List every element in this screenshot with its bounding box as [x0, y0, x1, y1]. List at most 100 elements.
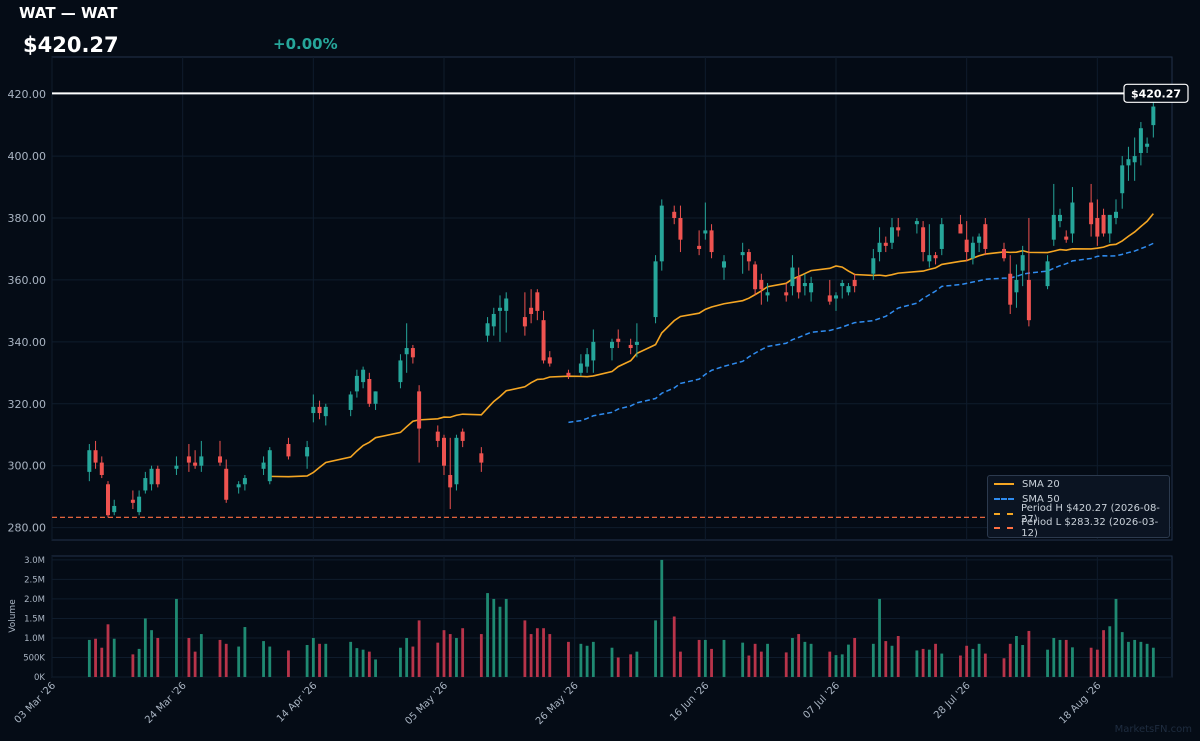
date-tick-label: 14 Apr '26 [275, 680, 319, 724]
volume-bar [591, 641, 595, 677]
volume-bar [448, 634, 452, 677]
candle-body [348, 394, 353, 410]
volume-bar [797, 634, 801, 677]
candle [1120, 156, 1125, 209]
candle-body [740, 252, 745, 256]
candle-body [149, 468, 154, 485]
candle-body [186, 456, 191, 463]
volume-bar [1102, 630, 1105, 677]
candle-body [535, 292, 540, 311]
candle-body [1107, 214, 1112, 234]
volume-bar [635, 651, 639, 677]
candle-body [697, 245, 702, 249]
candle [323, 403, 328, 426]
candle [914, 218, 919, 234]
volume-bar [840, 654, 844, 677]
volume-bar [137, 648, 141, 677]
price-tick-label: 280.00 [8, 522, 47, 535]
candle [672, 205, 677, 225]
candle-body [137, 496, 142, 513]
volume-bar [965, 645, 969, 677]
volume-bar [1120, 632, 1124, 677]
volume-bar [461, 628, 465, 677]
candle [1070, 187, 1075, 243]
candle-body [1145, 143, 1150, 147]
volume-bar [890, 645, 894, 677]
candle [348, 391, 353, 417]
legend-label: Period L $283.32 (2026-03-12) [1021, 517, 1159, 539]
candle-body [914, 221, 919, 225]
candle-body [852, 279, 857, 287]
legend-item-period-low: Period L $283.32 (2026-03-12) [994, 517, 1169, 539]
candle-body [1008, 273, 1013, 305]
volume-bar [405, 637, 409, 677]
candle-body [174, 465, 179, 469]
candle-body [790, 267, 795, 287]
watermark: MarketsFN.com [1114, 724, 1192, 735]
candle-body [529, 307, 534, 314]
volume-bar [442, 630, 446, 677]
volume-bar [803, 641, 807, 677]
candle [404, 323, 409, 373]
candle [286, 437, 291, 460]
candle-body [659, 205, 664, 262]
candle-body [634, 341, 639, 345]
volume-bar [504, 598, 508, 677]
candle [1089, 183, 1094, 237]
candle [1132, 137, 1137, 181]
legend-label: SMA 50 [1022, 493, 1060, 505]
volume-tick-label: 1.0M [24, 634, 45, 644]
candle [442, 434, 446, 475]
volume-bar [237, 646, 241, 677]
candle [410, 344, 415, 364]
candle [130, 490, 135, 510]
candle [137, 490, 142, 516]
volume-bar [411, 646, 415, 677]
volume-bar [305, 644, 309, 677]
candle [977, 233, 982, 253]
candle-body [722, 261, 726, 268]
last-price-badge-label: $420.27 [1131, 87, 1181, 100]
candle-body [1014, 279, 1019, 293]
candle-body [784, 292, 789, 296]
volume-bar [579, 643, 583, 677]
volume-bar [629, 654, 633, 677]
candle-body [585, 354, 590, 367]
candle [802, 273, 807, 296]
volume-bar [436, 642, 440, 677]
legend-item-sma50: SMA 50 [994, 492, 1060, 506]
volume-bar [498, 606, 502, 677]
legend-label: Period H $420.27 (2026-08-27) [1021, 503, 1160, 525]
candle-body [448, 474, 453, 488]
candle [610, 338, 614, 361]
candle [585, 348, 590, 373]
volume-bar [542, 628, 545, 677]
candle-body [964, 239, 969, 253]
candle [1058, 208, 1062, 228]
candle-body [834, 295, 838, 299]
volume-bar [567, 641, 570, 677]
candle [504, 292, 509, 333]
candle-body [1020, 255, 1025, 271]
date-tick-label: 03 Mar '26 [13, 680, 59, 726]
volume-bar [983, 653, 987, 677]
volume-bar [535, 628, 539, 677]
candle [1107, 214, 1112, 243]
candle-body [566, 372, 571, 376]
price-tick-label: 320.00 [8, 398, 47, 411]
candle-body [460, 431, 465, 441]
candle [753, 261, 758, 296]
candle-body [87, 450, 92, 472]
candle [628, 338, 633, 355]
candle-body [877, 242, 882, 253]
volume-tick-label: 2.5M [24, 575, 45, 585]
candle [199, 440, 204, 472]
candle [964, 221, 969, 262]
chart-legend: SMA 20 SMA 50 Period H $420.27 (2026-08-… [987, 475, 1170, 539]
volume-bar [193, 651, 197, 677]
volume-bar [199, 634, 203, 677]
candle-body [130, 499, 135, 503]
candle-body [578, 363, 583, 373]
volume-bar [1021, 644, 1025, 677]
volume-bar [87, 639, 91, 677]
